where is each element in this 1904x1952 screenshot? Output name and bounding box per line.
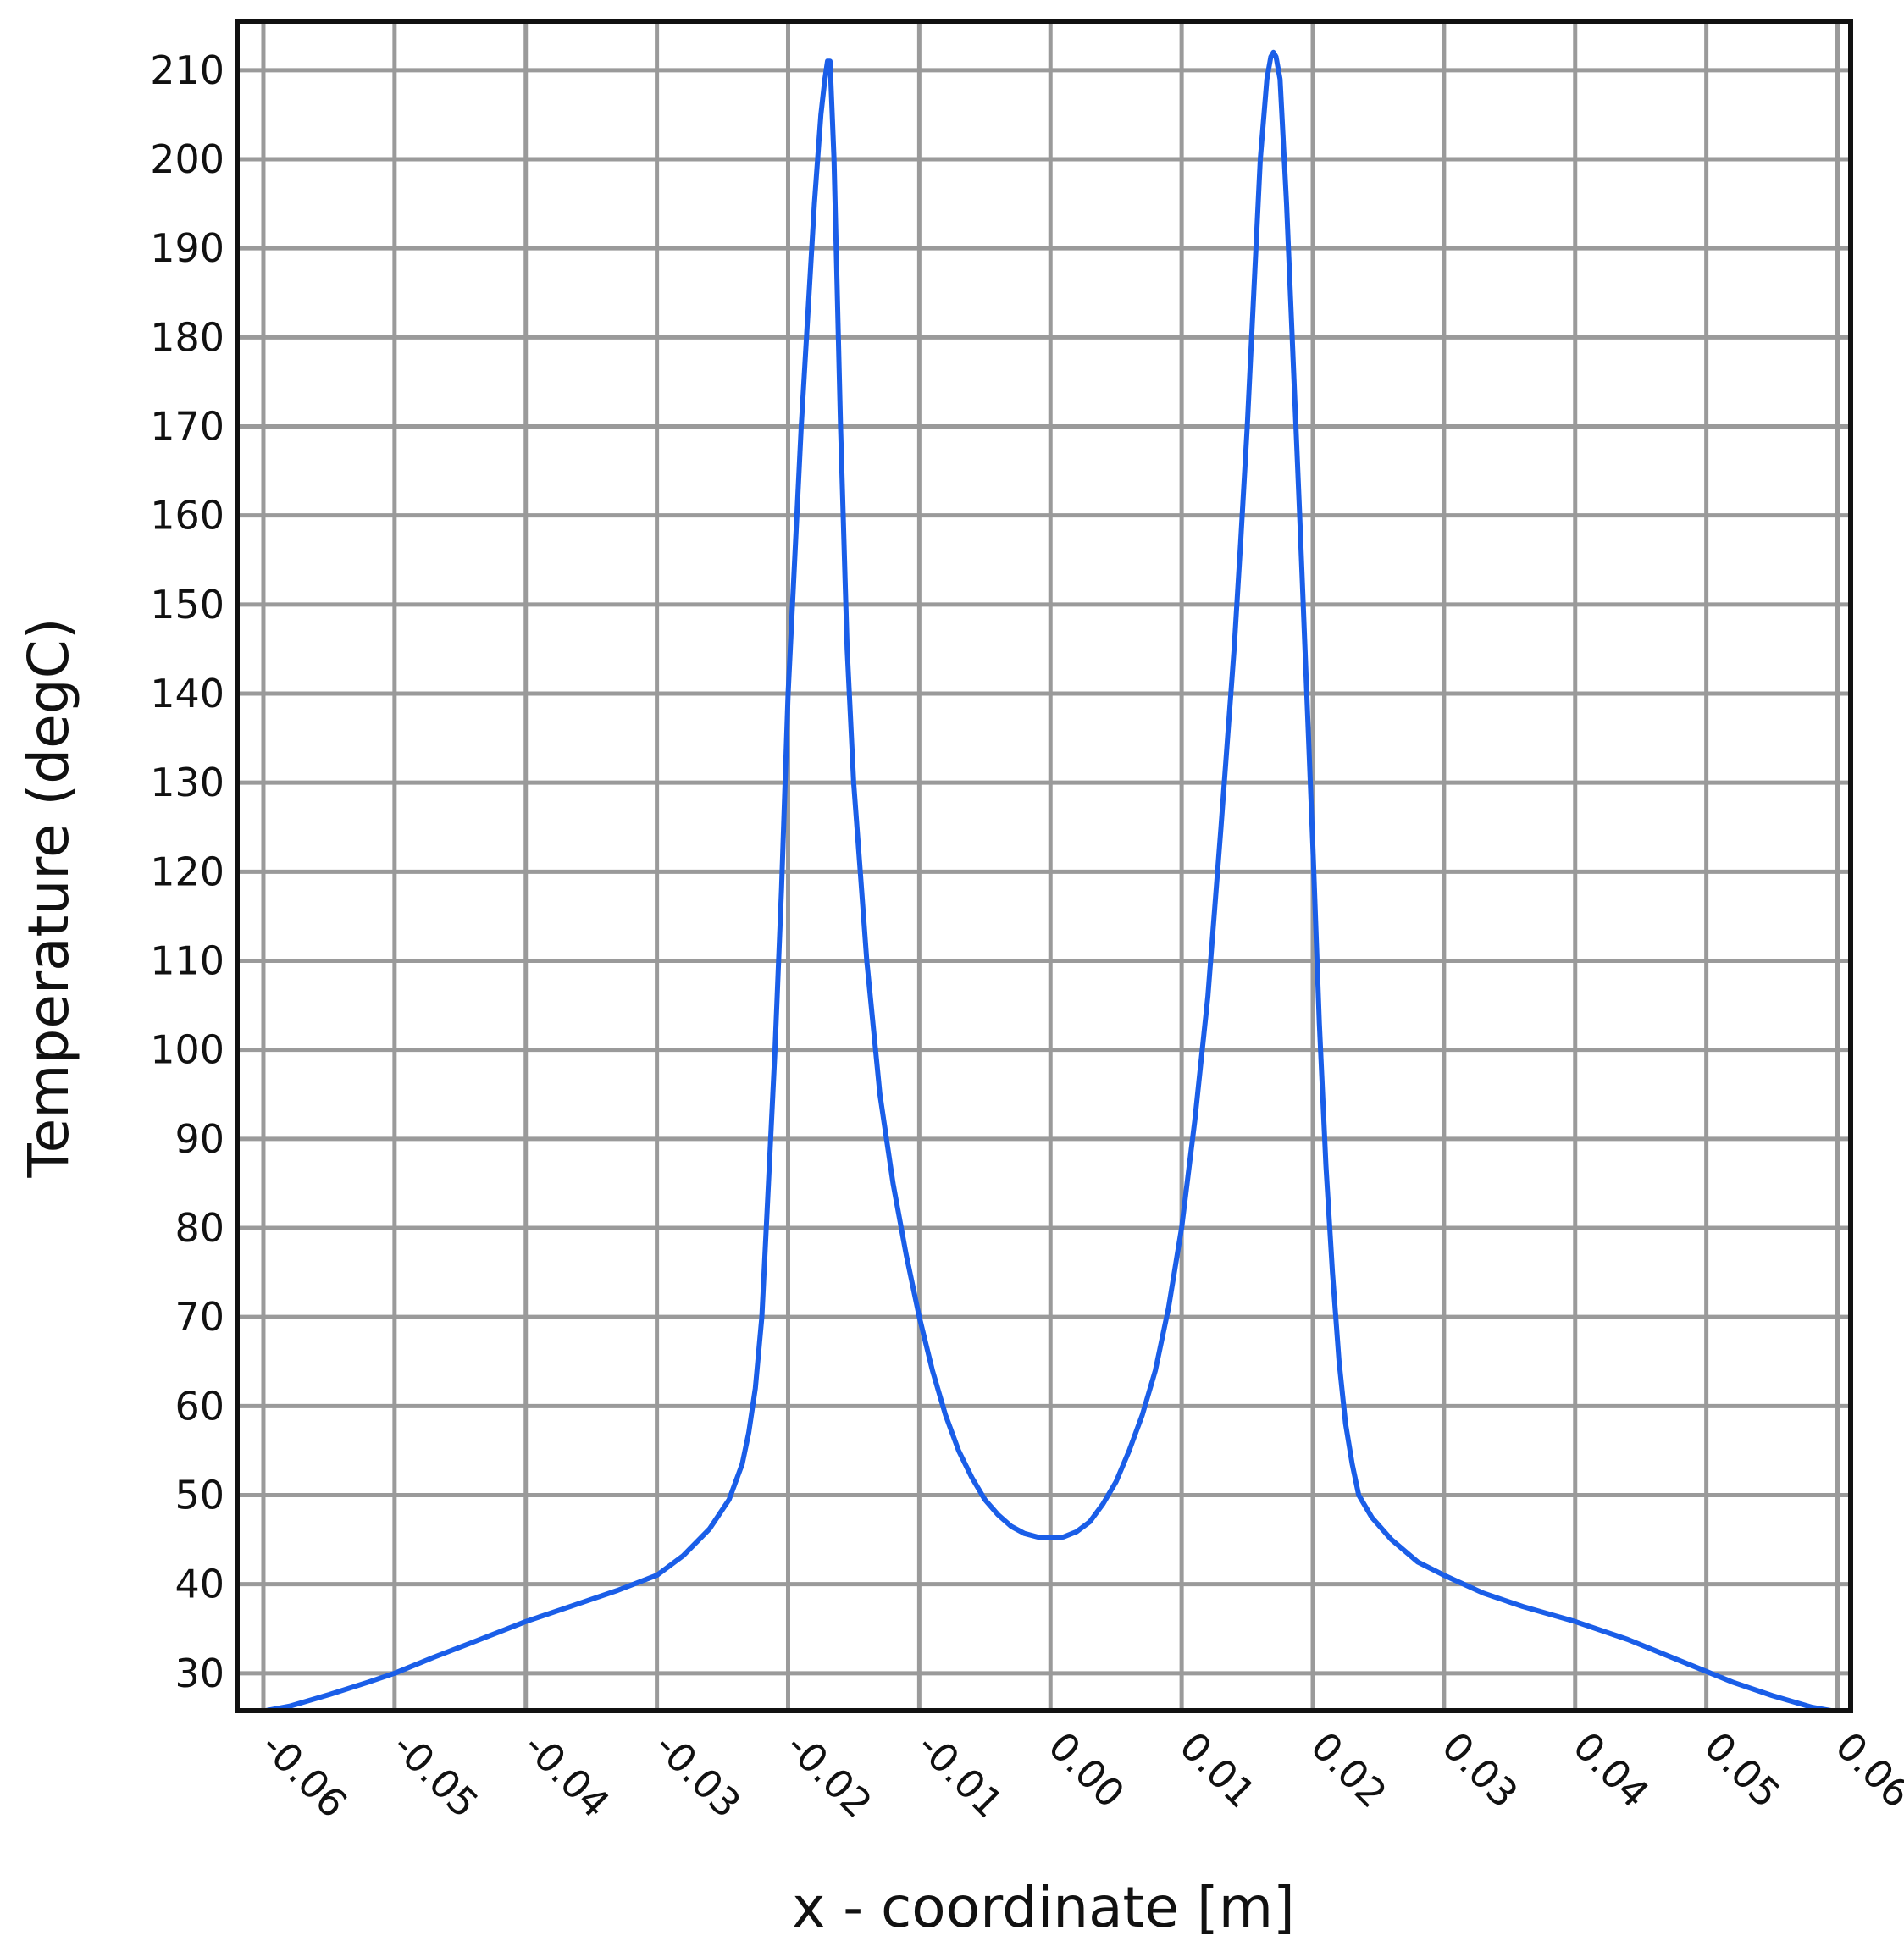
y-tick-labels: 30 40 50 60 70 80 90 100 110 120 130 140 150 160 170 18…: [150, 47, 224, 1696]
y-tick-label: 180: [150, 314, 224, 360]
plot-frame: [235, 19, 1853, 1713]
y-tick-label: 50: [174, 1472, 224, 1518]
y-tick-label: 170: [150, 404, 224, 450]
y-tick-label: 210: [150, 47, 224, 93]
y-tick-label: 190: [150, 225, 224, 271]
y-tick-label: 200: [150, 136, 224, 182]
y-tick-label: 140: [150, 671, 224, 716]
y-tick-label: 120: [150, 849, 224, 894]
y-tick-label: 60: [174, 1383, 224, 1429]
y-tick-label: 90: [174, 1116, 224, 1162]
y-tick-label: 40: [174, 1562, 224, 1607]
y-tick-label: 130: [150, 760, 224, 805]
y-tick-label: 160: [150, 493, 224, 539]
series-line: [263, 49, 1834, 1713]
y-tick-label: 150: [150, 582, 224, 628]
y-tick-label: 70: [174, 1294, 224, 1340]
x-axis-title: x - coordinate [m]: [792, 1875, 1295, 1940]
y-tick-label: 80: [174, 1205, 224, 1251]
grid: [237, 21, 1851, 1711]
y-tick-label: 100: [150, 1027, 224, 1073]
y-tick-label: 110: [150, 938, 224, 984]
y-axis-title: Temperature (degC): [16, 617, 81, 1178]
y-tick-label: 30: [174, 1651, 224, 1696]
